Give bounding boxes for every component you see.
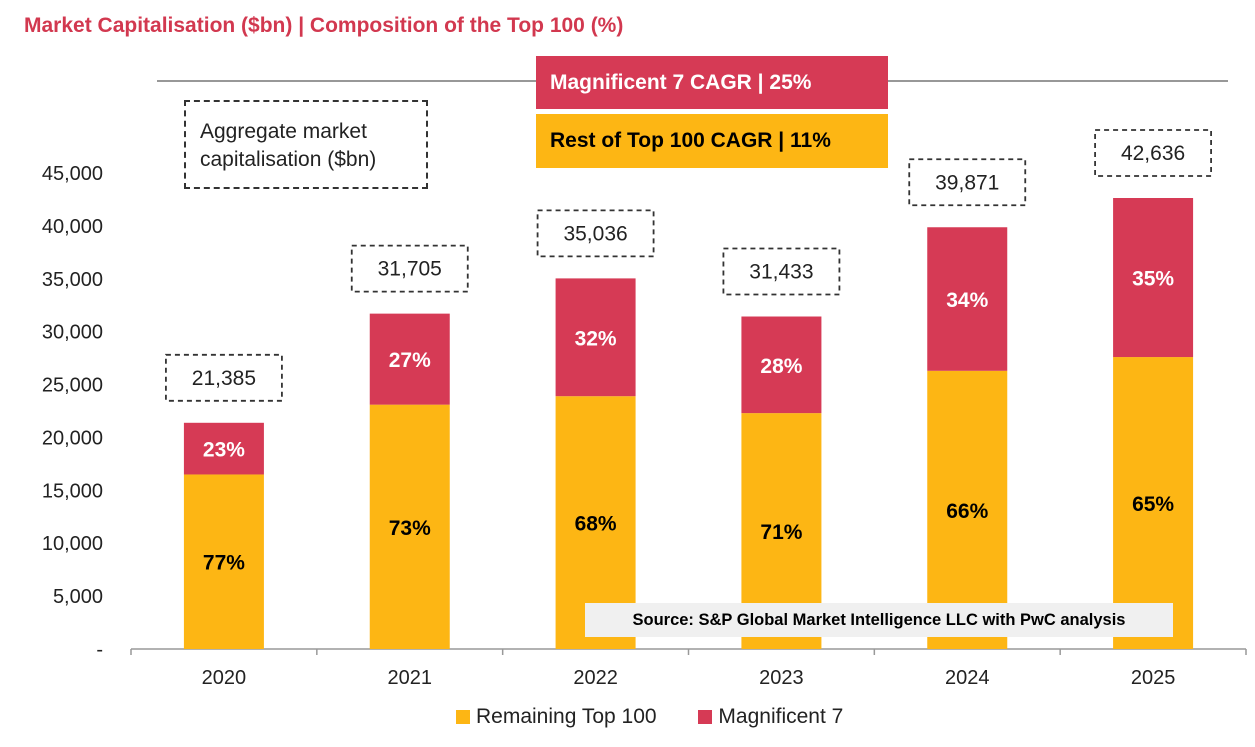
legend-item-magnificent-7: Magnificent 7 [698, 705, 843, 729]
bar-segment-remaining-top-100 [369, 404, 450, 649]
x-tick-label: 2024 [945, 667, 990, 689]
y-tick-label: 35,000 [42, 269, 103, 291]
bar-segment-magnificent-7 [555, 278, 636, 397]
bar-segment-label: 32% [575, 327, 617, 350]
bar-segment-label: 28% [760, 355, 802, 378]
bar-segment-label: 27% [389, 349, 431, 372]
bar-segment-magnificent-7 [927, 227, 1008, 371]
bar-segment-remaining-top-100 [927, 370, 1008, 649]
legend-swatch-magnificent-7 [698, 710, 713, 724]
chart-title: Market Capitalisation ($bn) | Compositio… [24, 14, 624, 37]
total-labels: 21,385 31,705 35,036 31,433 39,871 42,636 [165, 129, 1212, 402]
total-label-box [908, 158, 1027, 207]
y-tick-label: 30,000 [42, 322, 103, 344]
y-tick-label: - [96, 639, 103, 661]
bar-segment-magnificent-7 [183, 422, 264, 475]
x-tick-label: 2022 [573, 667, 618, 689]
total-label: 35,036 [563, 222, 627, 245]
bar-segment-label: 68% [575, 513, 617, 536]
x-tick-label: 2023 [759, 667, 804, 689]
bar-segment-magnificent-7 [741, 316, 822, 414]
y-tick-label: 40,000 [42, 216, 103, 238]
bar-segment-label: 65% [1132, 493, 1174, 516]
mag7-cagr-banner: Magnificent 7 CAGR | 25% [536, 56, 888, 109]
total-label-box [165, 353, 283, 402]
total-label-box [536, 209, 655, 258]
legend: Remaining Top 100 Magnificent 7 [456, 705, 879, 733]
total-label: 31,433 [749, 261, 813, 284]
bar-segment-label: 34% [946, 289, 988, 312]
bar-segment-label: 66% [946, 500, 988, 523]
y-tick-label: 45,000 [42, 163, 103, 185]
x-axis: 2020 2021 2022 2023 2024 2025 [130, 648, 1247, 689]
y-tick-label: 25,000 [42, 375, 103, 397]
y-tick-label: 15,000 [42, 480, 103, 502]
y-tick-label: 10,000 [42, 533, 103, 555]
total-label-box [722, 247, 841, 296]
bar-segment-label: 71% [760, 521, 802, 544]
bar-segment-remaining-top-100 [1113, 357, 1194, 649]
bar-segment-magnificent-7 [1113, 198, 1194, 358]
bar-segment-label: 73% [389, 517, 431, 540]
y-axis: - 5,000 10,000 15,000 20,000 25,000 30,000 35,0… [42, 163, 103, 661]
bar-segment-label: 77% [203, 552, 245, 575]
total-label-box [1094, 129, 1212, 177]
source-note: Source: S&P Global Market Intelligence L… [585, 603, 1173, 637]
legend-item-remaining-top-100: Remaining Top 100 [456, 705, 657, 729]
total-label: 39,871 [935, 171, 999, 194]
bar-segment-label: 23% [203, 439, 245, 462]
total-label: 42,636 [1121, 142, 1185, 165]
total-label: 21,385 [192, 367, 256, 390]
y-tick-label: 5,000 [53, 586, 103, 608]
x-tick-label: 2025 [1131, 667, 1176, 689]
total-label-box [350, 244, 469, 293]
legend-label-magnificent-7: Magnificent 7 [718, 705, 844, 728]
bar-segment-remaining-top-100 [183, 474, 264, 649]
legend-label-remaining-top-100: Remaining Top 100 [476, 705, 657, 728]
y-tick-label: 20,000 [42, 427, 103, 449]
legend-swatch-remaining-top-100 [456, 710, 470, 724]
rest-cagr-banner: Rest of Top 100 CAGR | 11% [536, 114, 888, 168]
aggregate-market-cap-note: Aggregate market capitalisation ($bn) [184, 100, 428, 189]
total-label: 31,705 [378, 258, 442, 281]
bar-segment-label: 35% [1132, 268, 1174, 291]
x-tick-label: 2020 [202, 667, 247, 689]
bars: 77% 23% 73% 27% 68% 32% 71% 28% 66% 34% 65% 35% [183, 198, 1194, 649]
bar-segment-magnificent-7 [369, 313, 450, 405]
x-tick-label: 2021 [388, 667, 433, 689]
